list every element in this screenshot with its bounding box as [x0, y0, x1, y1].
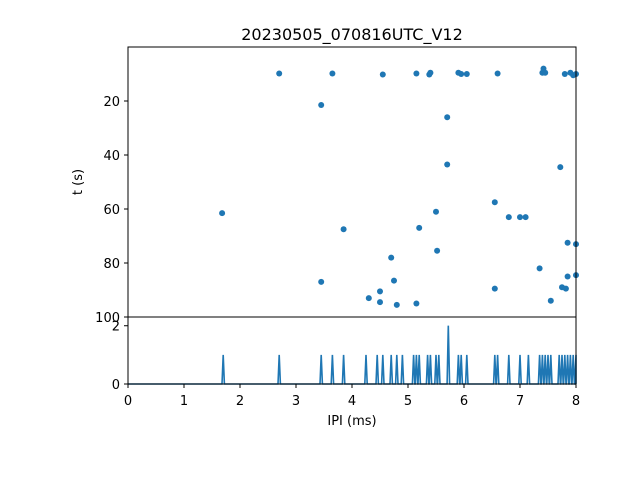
scatter-point: [536, 265, 543, 272]
scatter-point: [463, 71, 470, 77]
scatter-point: [561, 71, 568, 77]
scatter-point: [388, 254, 395, 261]
y-tick-label: 100: [95, 311, 120, 326]
x-tick-label: 5: [404, 394, 412, 409]
scatter-point: [377, 288, 383, 295]
scatter-point: [433, 208, 439, 215]
scatter-point: [340, 226, 347, 233]
x-axis-ticks: 0 1 2 3 4 5 6 7 8: [124, 384, 580, 409]
scatter-point: [494, 70, 501, 77]
scatter-point: [547, 297, 554, 304]
scatter-point: [491, 199, 498, 206]
scatter-point: [377, 299, 383, 306]
scatter-point: [522, 214, 529, 221]
scatter-point: [391, 277, 397, 284]
y-tick-label: 20: [103, 95, 120, 110]
scatter-point: [393, 301, 400, 308]
scatter-point: [557, 164, 564, 171]
scatter-point: [329, 70, 336, 77]
chart-title: 20230505_070816UTC_V12: [241, 25, 463, 45]
scatter-point: [458, 71, 465, 77]
x-tick-label: 0: [124, 394, 132, 409]
scatter-point: [276, 70, 283, 77]
scatter-point: [318, 102, 325, 108]
x-axis-label: IPI (ms): [327, 414, 376, 429]
scatter-point: [542, 69, 549, 76]
y-tick-label: 60: [103, 203, 120, 218]
scatter-point: [505, 214, 512, 221]
y-tick-label: 40: [103, 149, 120, 164]
y-axis-ticks: 20 40 60 80 100: [95, 95, 128, 326]
scatter-point: [379, 71, 386, 78]
x-tick-label: 2: [236, 394, 244, 409]
histogram-y-tick-label: 0: [112, 378, 120, 393]
histogram-y-ticks: 02: [112, 320, 128, 393]
scatter-point: [444, 114, 451, 121]
scatter-point: [564, 239, 571, 246]
scatter-point: [491, 285, 498, 292]
y-axis-label: t (s): [71, 169, 86, 195]
scatter-point: [444, 161, 451, 168]
scatter-points: [219, 65, 579, 308]
scatter-point: [562, 285, 569, 292]
scatter-point: [365, 295, 372, 302]
x-tick-label: 4: [348, 394, 356, 409]
y-tick-label: 80: [103, 257, 120, 272]
x-tick-label: 3: [292, 394, 300, 409]
x-tick-label: 6: [460, 394, 468, 409]
scatter-point: [517, 214, 523, 221]
scatter-point: [413, 300, 420, 307]
scatter-point: [413, 70, 420, 77]
x-tick-label: 1: [180, 394, 188, 409]
histogram-y-tick-label: 2: [112, 320, 120, 335]
scatter-point: [434, 247, 441, 254]
scatter-panel: 20 40 60 80 100 t (s): [71, 46, 579, 326]
scatter-point: [219, 210, 226, 217]
histogram-frame: [127, 316, 577, 385]
scatter-point: [564, 273, 571, 280]
scatter-point: [416, 224, 423, 231]
ipi-histogram-line: [128, 325, 577, 385]
x-tick-label: 8: [572, 394, 580, 409]
scatter-point: [427, 69, 434, 76]
x-tick-label: 7: [516, 394, 524, 409]
scatter-point: [318, 278, 325, 285]
